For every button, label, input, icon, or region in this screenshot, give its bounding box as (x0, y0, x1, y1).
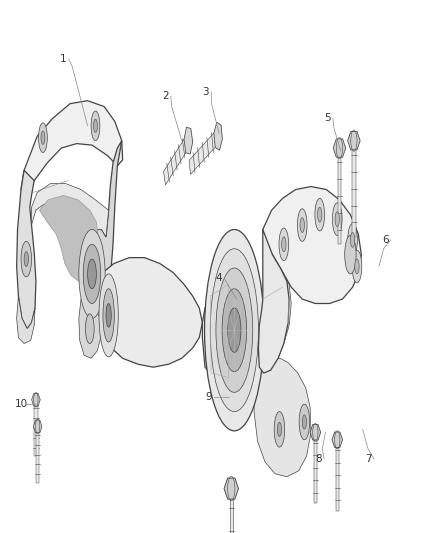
Polygon shape (17, 296, 35, 343)
Circle shape (282, 237, 286, 252)
Polygon shape (164, 134, 189, 185)
Ellipse shape (106, 303, 111, 327)
Circle shape (350, 232, 355, 247)
Polygon shape (17, 170, 36, 329)
Text: 5: 5 (324, 114, 331, 124)
Circle shape (79, 230, 105, 318)
Polygon shape (79, 281, 101, 358)
Circle shape (93, 119, 97, 133)
Circle shape (88, 259, 96, 289)
Circle shape (355, 259, 359, 274)
Circle shape (85, 314, 94, 343)
Circle shape (318, 207, 322, 222)
Polygon shape (21, 101, 123, 198)
Circle shape (41, 131, 45, 144)
Circle shape (279, 228, 289, 261)
Polygon shape (258, 230, 289, 373)
Circle shape (228, 308, 241, 352)
Circle shape (302, 415, 307, 429)
Text: 4: 4 (215, 273, 223, 284)
Circle shape (21, 241, 32, 277)
Circle shape (345, 236, 356, 274)
Polygon shape (224, 478, 238, 499)
Circle shape (83, 244, 101, 303)
Polygon shape (332, 432, 343, 448)
Polygon shape (36, 426, 39, 483)
Circle shape (210, 249, 258, 411)
Circle shape (332, 203, 342, 236)
Circle shape (91, 111, 100, 141)
Text: 6: 6 (382, 235, 389, 245)
Polygon shape (34, 400, 38, 456)
Polygon shape (32, 183, 109, 237)
Ellipse shape (103, 289, 114, 342)
Polygon shape (85, 141, 122, 311)
Polygon shape (352, 141, 356, 237)
Circle shape (39, 123, 47, 152)
Polygon shape (314, 432, 317, 503)
Circle shape (24, 252, 28, 266)
Circle shape (300, 217, 304, 232)
Polygon shape (310, 425, 321, 440)
Text: 9: 9 (205, 392, 212, 402)
Circle shape (352, 250, 362, 283)
Polygon shape (32, 393, 40, 406)
Circle shape (297, 209, 307, 241)
Text: 10: 10 (14, 399, 28, 409)
Polygon shape (336, 440, 339, 511)
Ellipse shape (99, 274, 118, 357)
Polygon shape (39, 196, 99, 281)
Polygon shape (230, 489, 233, 533)
Circle shape (348, 223, 357, 256)
Polygon shape (338, 148, 341, 244)
Polygon shape (263, 187, 361, 303)
Text: 2: 2 (162, 91, 169, 101)
Polygon shape (333, 139, 346, 157)
Polygon shape (189, 129, 219, 174)
Text: 7: 7 (365, 454, 372, 464)
Polygon shape (202, 284, 232, 382)
Polygon shape (184, 127, 193, 154)
Circle shape (205, 230, 264, 431)
Circle shape (222, 289, 247, 372)
Polygon shape (102, 257, 202, 367)
Circle shape (216, 268, 253, 392)
Text: 8: 8 (315, 454, 322, 464)
Polygon shape (33, 420, 42, 433)
Text: 3: 3 (202, 87, 209, 97)
Polygon shape (254, 281, 311, 477)
Text: 1: 1 (60, 54, 67, 64)
Polygon shape (348, 132, 360, 150)
Circle shape (274, 411, 285, 447)
Circle shape (335, 212, 339, 227)
Circle shape (299, 404, 310, 440)
Circle shape (315, 198, 325, 231)
Polygon shape (214, 122, 223, 150)
Circle shape (277, 422, 282, 437)
